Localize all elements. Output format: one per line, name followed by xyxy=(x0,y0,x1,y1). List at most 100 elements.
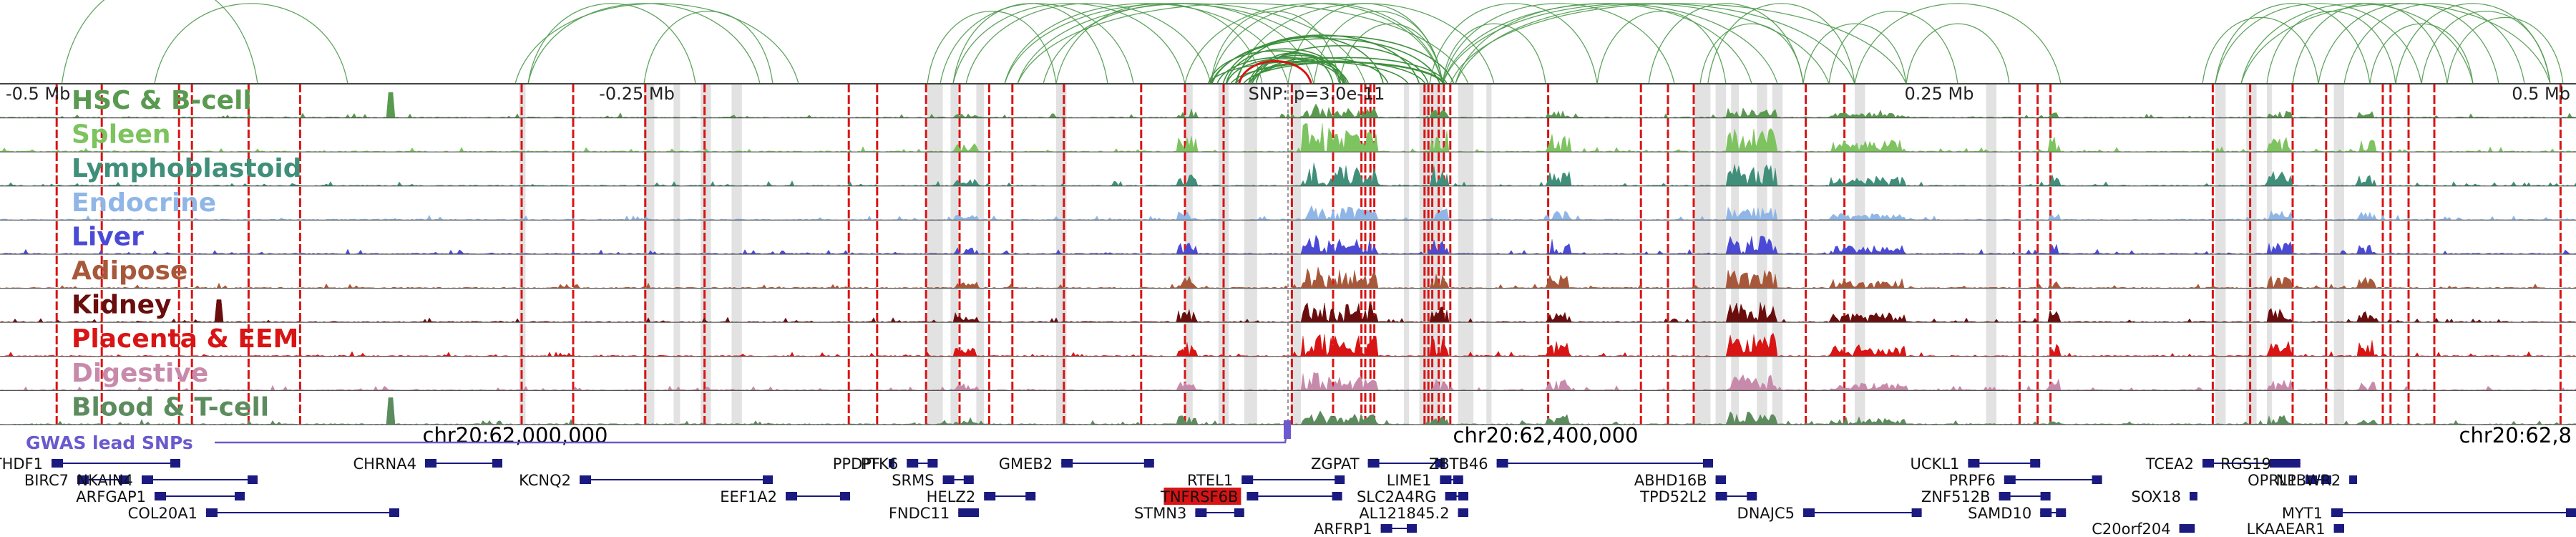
gene-exon-end xyxy=(235,492,245,500)
gene-exon-end xyxy=(2349,475,2357,484)
signal-1 xyxy=(0,92,2576,119)
gene-eef1a2: EEF1A2 xyxy=(720,488,850,505)
gene-exon-end xyxy=(2566,508,2576,517)
gene-kcnq2: KCNQ2 xyxy=(519,472,773,489)
gene-label: SAMD10 xyxy=(1968,505,2031,522)
gene-exon-end xyxy=(389,508,399,517)
gene-uckl1: UCKL1 xyxy=(1911,455,2041,473)
gene-exon-start xyxy=(1715,492,1727,500)
gene-exon-start xyxy=(1440,475,1452,484)
loop-arc-23 xyxy=(1339,23,1443,84)
gene-label: EEF1A2 xyxy=(720,488,777,505)
loop-arc-37 xyxy=(1828,11,1958,84)
gene-exon-end xyxy=(1911,508,1922,517)
loop-arc-45 xyxy=(2266,11,2396,84)
gene-stmn3: STMN3 xyxy=(1134,505,1244,522)
ruler-label-minus-quarter: -0.25 Mb xyxy=(599,84,675,104)
loop-arc-39 xyxy=(1906,23,2010,84)
gene-exon-end xyxy=(763,475,773,484)
gene-fndc11: FNDC11 xyxy=(889,505,979,522)
gwas-row: GWAS lead SNPs chr20:62,000,000 chr20:62… xyxy=(26,420,2572,453)
gene-ppdpf: PPDPF xyxy=(833,455,894,473)
gene-label: ZGPAT xyxy=(1311,455,1360,473)
gene-exon-end xyxy=(1332,492,1342,500)
gene-label: TCEA2 xyxy=(2145,455,2194,473)
gene-exon-start xyxy=(2040,508,2052,517)
loop-arc-24 xyxy=(1429,3,1598,84)
gene-myt1: MYT1 xyxy=(2282,505,2576,522)
gwas-snp-marker xyxy=(1284,420,1291,439)
snp-cluster-arc-16 xyxy=(1234,36,1384,84)
snp-cluster-arc-11 xyxy=(1226,58,1345,84)
gene-exon-start xyxy=(2004,475,2016,484)
gene-label: STMN3 xyxy=(1134,505,1186,522)
gene-label: ZBTB46 xyxy=(1429,455,1488,473)
loop-arc-10 xyxy=(965,3,1211,84)
gene-label: COL20A1 xyxy=(128,505,197,522)
loop-arc-3 xyxy=(527,3,761,84)
loop-arc-49 xyxy=(2369,23,2474,84)
gene-exon-start xyxy=(77,475,89,484)
loop-arc-6 xyxy=(927,11,1057,84)
coordinate-label-62800000: chr20:62,8 xyxy=(2459,423,2572,448)
ruler-label-plus-quarter: 0.25 Mb xyxy=(1904,84,1974,104)
gene-exon-end xyxy=(2040,492,2051,500)
gene-exon-start xyxy=(984,492,996,500)
signal-8 xyxy=(0,332,2576,357)
snp-cluster-arc-10 xyxy=(1255,53,1342,84)
loop-arc-48 xyxy=(2343,3,2525,84)
gene-label: C20orf204 xyxy=(2092,521,2170,537)
gene-label: DNAJC5 xyxy=(1737,505,1795,522)
gene-tpd52l2: TPD52L2 xyxy=(1639,488,1757,505)
gene-exon-start xyxy=(1241,475,1254,484)
gene-label: AL121845.2 xyxy=(1359,505,1449,522)
gene-exon-start xyxy=(52,459,63,468)
loop-arc-47 xyxy=(2318,3,2499,84)
position-ruler: -0.5 Mb -0.25 Mb SNP: p=3.0e-11 0.25 Mb … xyxy=(6,84,2570,425)
gene-exon-start xyxy=(1246,492,1259,500)
gene-exon-end xyxy=(927,459,938,468)
gene-arfgap1: ARFGAP1 xyxy=(76,488,245,505)
gene-exon-end xyxy=(840,492,850,500)
gene-label: NPBWR2 xyxy=(2275,472,2341,489)
gene-exon-end xyxy=(1458,492,1468,500)
loop-arc-14 xyxy=(1017,3,1469,84)
loop-arc-25 xyxy=(1442,3,1675,84)
track-label-spleen: Spleen xyxy=(72,120,171,150)
highlighted-loop-arc xyxy=(1238,60,1312,84)
loop-arc-1 xyxy=(154,3,348,84)
loop-arc-15 xyxy=(1043,3,1314,84)
gene-exon-start xyxy=(958,508,970,517)
track-labels: HSC & B-cell Spleen Lymphoblastoid Endoc… xyxy=(72,86,302,422)
gene-exon-start xyxy=(425,459,436,468)
ruler-label-right: 0.5 Mb xyxy=(2512,84,2570,104)
gene-rgs19: RGS19 xyxy=(2220,455,2301,473)
gene-lkaaear1: LKAAEAR1 xyxy=(2247,521,2344,537)
gene-exon-end xyxy=(170,459,180,468)
gene-label: OPRL1 xyxy=(2248,472,2297,489)
loop-arc-52 xyxy=(2446,16,2564,84)
snp-cluster-arc-8 xyxy=(1225,48,1346,84)
coordinate-label-62400000: chr20:62,400,000 xyxy=(1453,423,1639,448)
gene-slc2a4rg: SLC2A4RG xyxy=(1357,488,1468,505)
snp-cluster-arc-17 xyxy=(1235,60,1426,84)
gene-zgpat: ZGPAT xyxy=(1311,455,1445,473)
loop-arc-4 xyxy=(643,11,774,84)
gene-exon-end xyxy=(2270,459,2280,468)
loop-arc-38 xyxy=(1854,3,2062,84)
gene-al121845-2: AL121845.2 xyxy=(1359,505,1468,522)
gene-exon-start xyxy=(907,459,919,468)
gene-tnfrsf6b: TNFRSF6B xyxy=(1160,488,1342,505)
gene-zbtb46: ZBTB46 xyxy=(1429,455,1713,473)
loop-arc-31 xyxy=(1442,23,1546,84)
gene-exon-start xyxy=(1496,459,1508,468)
gene-label: NKAIN4 xyxy=(77,472,133,489)
gene-lime1: LIME1 xyxy=(1387,472,1463,489)
gene-label: RGS19 xyxy=(2220,455,2271,473)
gene-exon-end xyxy=(2092,475,2102,484)
gene-exon-end xyxy=(2190,492,2197,500)
gene-label: SOX18 xyxy=(2131,488,2181,505)
gene-exon-end xyxy=(1407,524,1417,533)
gene-ptk6: PTK6 xyxy=(861,455,938,473)
